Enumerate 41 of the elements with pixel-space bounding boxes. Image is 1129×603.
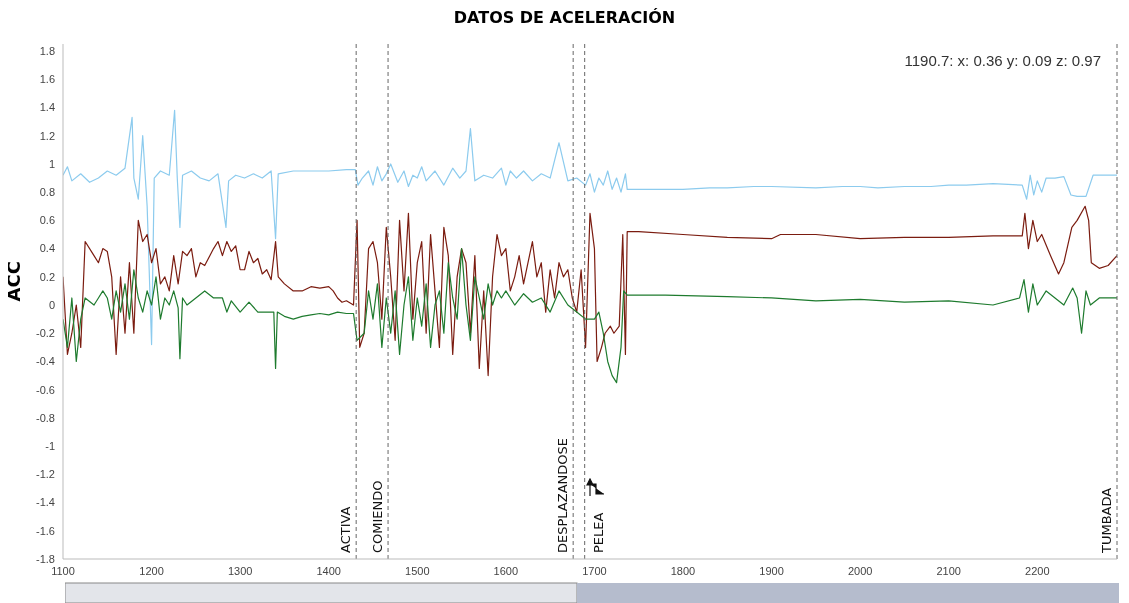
- y-tick-label: -1.4: [36, 496, 55, 509]
- x-tick-label: 1800: [670, 564, 696, 577]
- y-tick-label: 0.2: [39, 270, 55, 283]
- y-tick-label: -0.6: [36, 383, 55, 396]
- x-tick-label: 1700: [582, 564, 607, 577]
- y-tick-label: 1.2: [39, 129, 55, 142]
- ref-line-label: COMIENDO: [370, 480, 386, 553]
- x-tick-label: 1600: [493, 564, 519, 577]
- line-series: [63, 247, 1117, 384]
- x-tick-label: 2200: [1025, 564, 1050, 577]
- chart-title: DATOS DE ACELERACIÓN: [452, 8, 677, 29]
- x-tick-label: 1400: [316, 564, 341, 577]
- y-tick-label: 0.6: [39, 214, 55, 227]
- x-tick-label: 1300: [227, 564, 253, 577]
- annotation: 1190.7: x: 0.36 y: 0.09 z: 0.97: [904, 52, 1101, 69]
- x-tick-label: 1200: [139, 564, 164, 577]
- ref-line-label: PELEA: [590, 512, 606, 553]
- y-tick-label: 1.4: [39, 101, 55, 114]
- y-tick-label: -1: [45, 440, 55, 453]
- x-tick-label: 2000: [847, 564, 873, 577]
- x-tick-label: 1900: [759, 564, 784, 577]
- y-tick-label: -1.8: [36, 552, 55, 565]
- y-tick-label: -1.6: [36, 524, 55, 537]
- ref-line-label: TUMBADA: [1099, 487, 1114, 554]
- y-tick-label: 1: [48, 157, 55, 170]
- ref-line-label: DESPLAZANDOSE: [555, 438, 571, 553]
- x-tick-label: 1100: [51, 564, 75, 577]
- line-series: [63, 205, 1117, 377]
- x-tick-label: 1500: [405, 564, 430, 577]
- ref-line-label: ACTIVA: [338, 506, 354, 553]
- y-tick-label: -0.4: [36, 355, 55, 368]
- x-tick-label: 2100: [936, 564, 961, 577]
- y-tick-label: -0.8: [36, 411, 55, 424]
- y-tick-label: 0.8: [39, 186, 55, 199]
- y-tick-label: 0: [48, 298, 55, 311]
- y-tick-label: 1.6: [39, 73, 55, 86]
- y-tick-label: 0.4: [39, 242, 55, 255]
- line-series: [63, 109, 1117, 346]
- y-tick-label: -1.2: [36, 468, 55, 481]
- y-tick-label: -0.2: [36, 327, 55, 340]
- y-tick-label: 1.8: [39, 44, 55, 57]
